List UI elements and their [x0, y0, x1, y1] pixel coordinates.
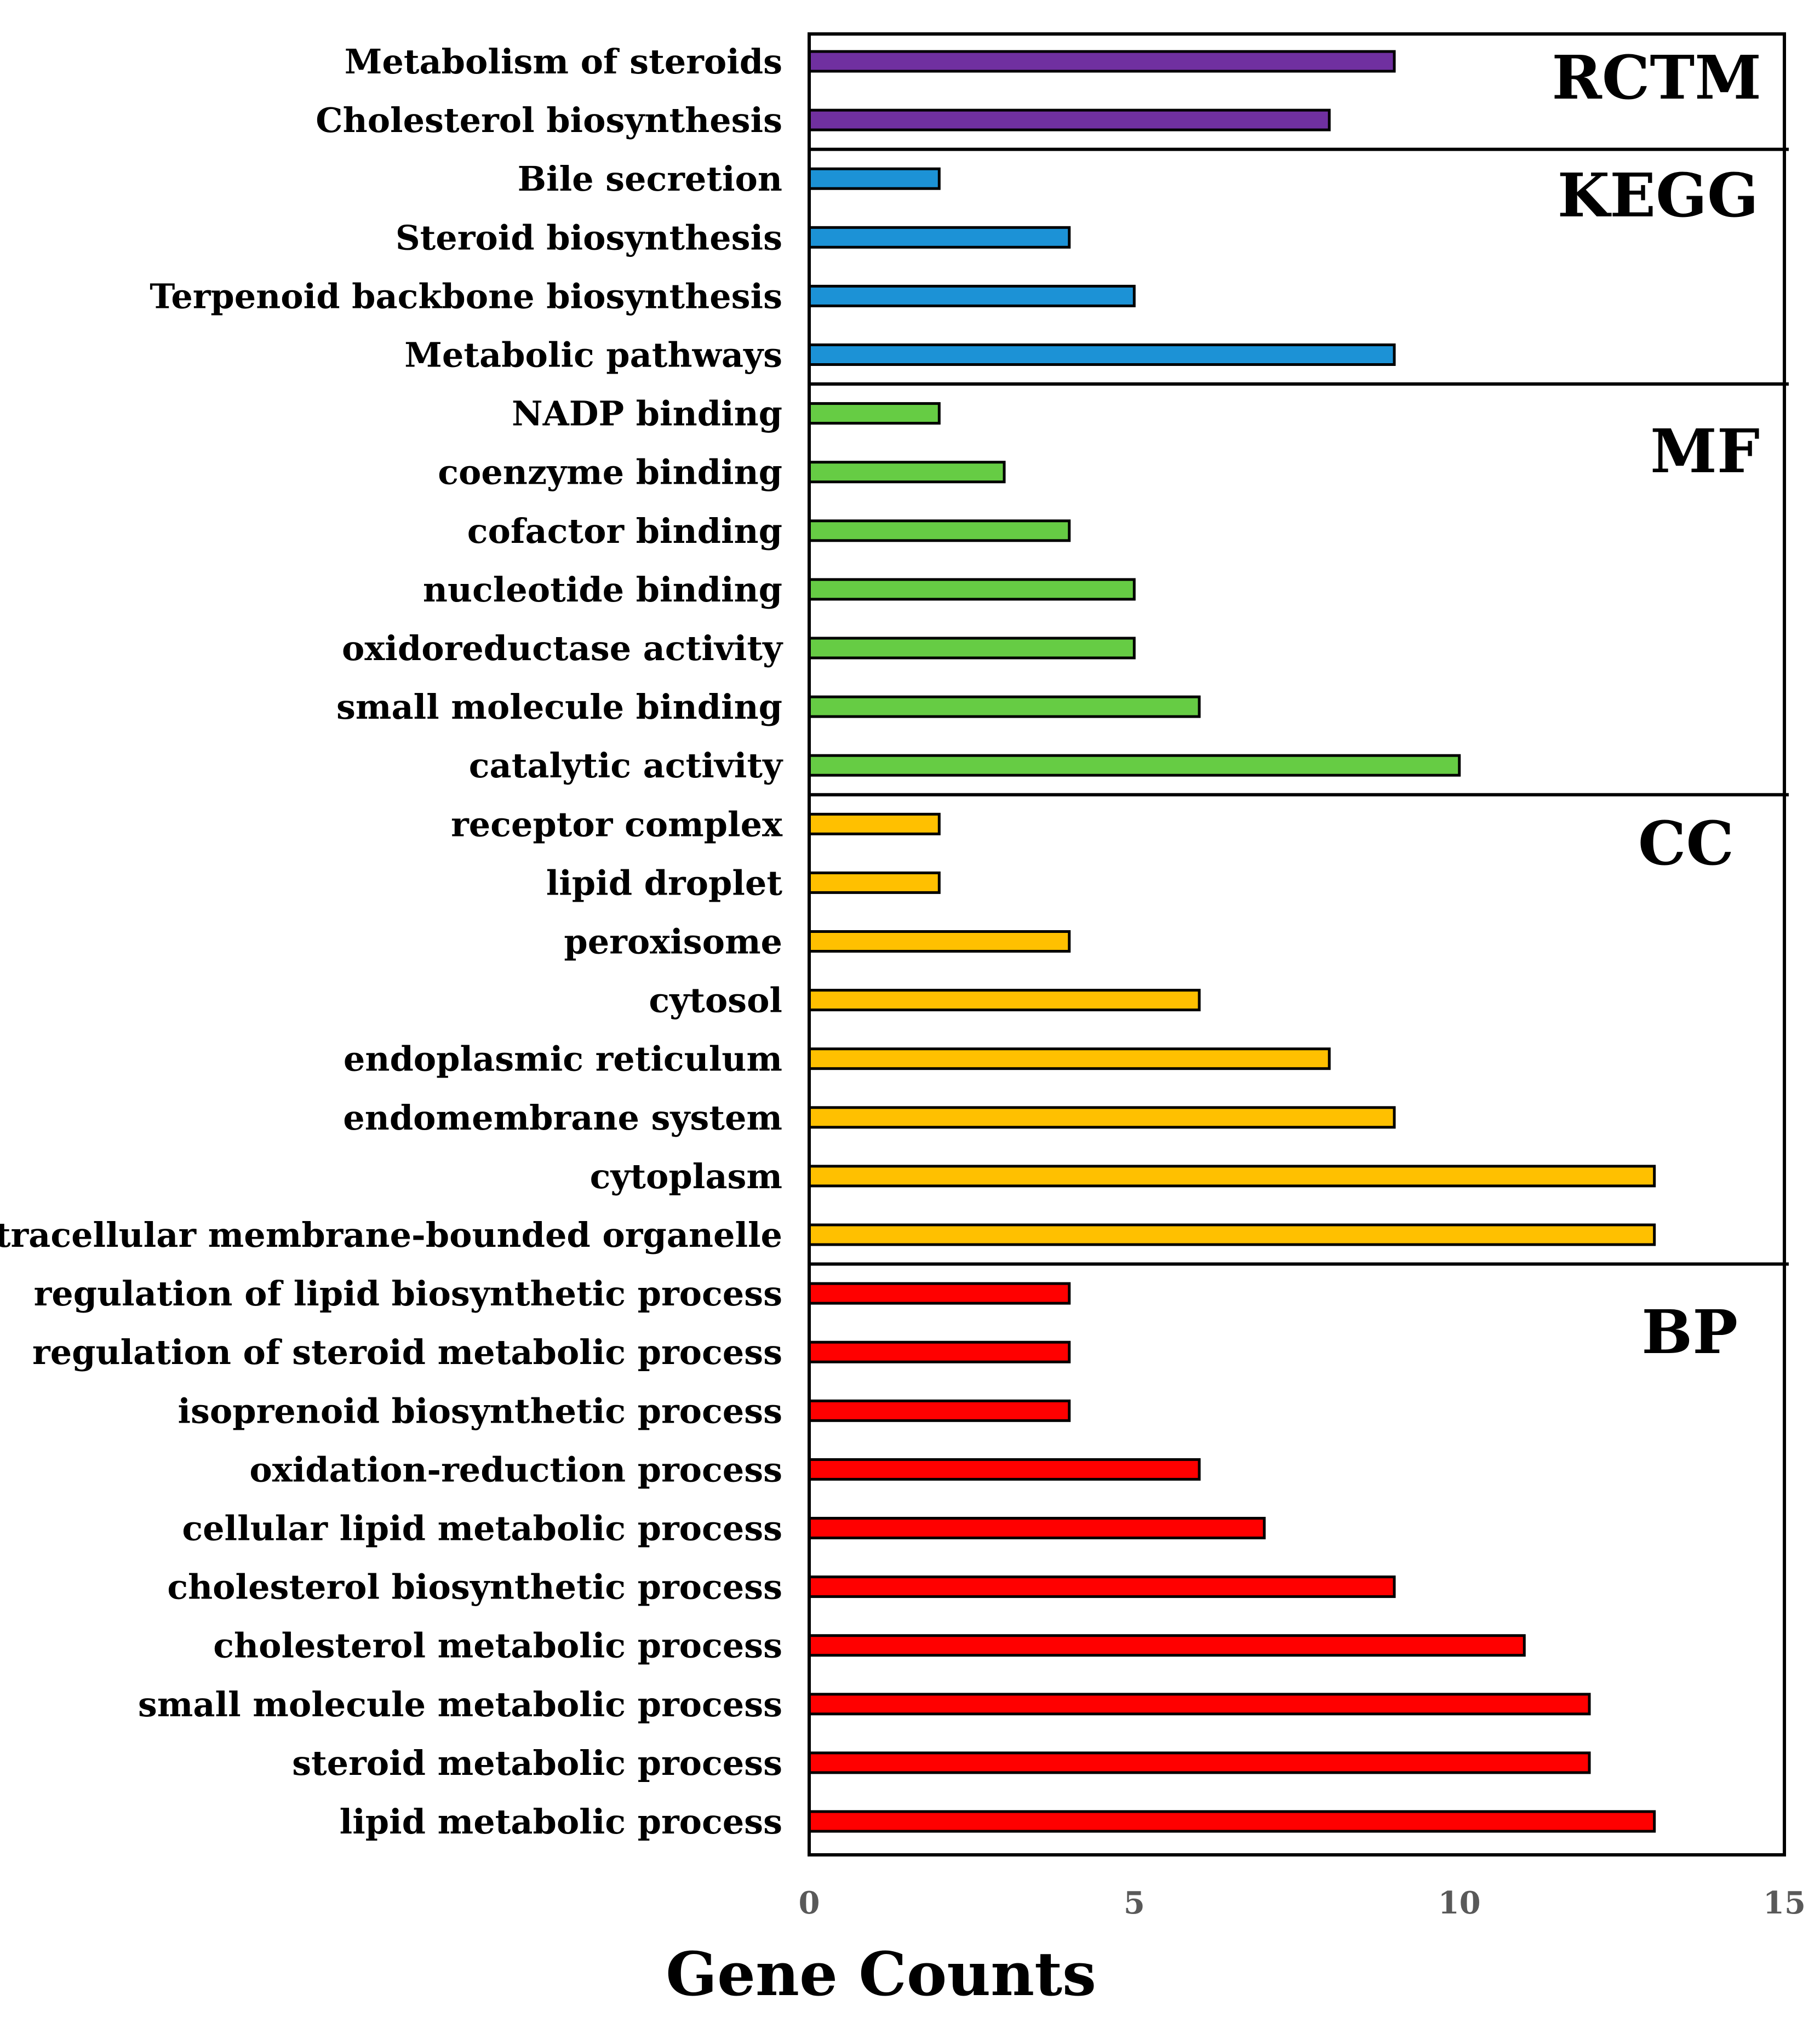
- bar-mf-5: [808, 695, 1201, 718]
- category-label: lipid droplet: [546, 863, 783, 903]
- x-axis-title: Gene Counts: [666, 1939, 1096, 2009]
- bar-mf-1: [808, 461, 1006, 484]
- category-label: coenzyme binding: [438, 452, 782, 492]
- category-label: lipid metabolic process: [340, 1802, 782, 1842]
- group-label-bp: BP: [1641, 1297, 1738, 1367]
- frame-layer: [808, 32, 1789, 1856]
- category-label: regulation of lipid biosynthetic process: [34, 1274, 782, 1314]
- bar-mf-2: [808, 519, 1071, 542]
- bar-bp-3: [808, 1458, 1201, 1481]
- category-label: nucleotide binding: [423, 570, 782, 610]
- category-label: small molecule metabolic process: [138, 1684, 782, 1724]
- group-label-mf: MF: [1650, 416, 1760, 486]
- category-label: Cholesterol biosynthesis: [316, 100, 782, 140]
- bar-bp-1: [808, 1340, 1071, 1363]
- category-label: Steroid biosynthesis: [396, 217, 782, 257]
- bar-mf-0: [808, 402, 941, 425]
- bar-cc-4: [808, 1047, 1331, 1070]
- x-tick-label: 15: [1763, 1885, 1806, 1921]
- bar-cc-2: [808, 930, 1071, 953]
- bar-rctm-0: [808, 50, 1396, 73]
- bar-cc-0: [808, 812, 941, 835]
- category-label: Metabolic pathways: [404, 335, 782, 375]
- bar-bp-0: [808, 1282, 1071, 1305]
- x-tick-label: 0: [799, 1885, 820, 1921]
- category-label: cofactor binding: [467, 511, 782, 551]
- bar-bp-8: [808, 1751, 1591, 1774]
- category-label: steroid metabolic process: [292, 1743, 782, 1783]
- x-tick-label: 5: [1124, 1885, 1145, 1921]
- bar-cc-6: [808, 1165, 1656, 1188]
- category-label: receptor complex: [451, 804, 783, 844]
- bar-kegg-0: [808, 167, 941, 190]
- category-label: Bile secretion: [518, 159, 782, 199]
- category-label: Metabolism of steroids: [345, 42, 782, 82]
- bar-bp-4: [808, 1517, 1266, 1539]
- bar-bp-2: [808, 1399, 1071, 1422]
- group-label-kegg: KEGG: [1558, 160, 1759, 231]
- bar-cc-3: [808, 989, 1201, 1012]
- category-label: isoprenoid biosynthetic process: [178, 1391, 782, 1431]
- bar-bp-7: [808, 1693, 1591, 1716]
- labels-layer: Metabolism of steroids Cholesterol biosyn…: [0, 42, 1761, 1842]
- category-label: oxidation-reduction process: [249, 1449, 782, 1489]
- bar-mf-3: [808, 578, 1136, 601]
- bar-mf-4: [808, 637, 1136, 660]
- category-label: oxidoreductase activity: [342, 628, 783, 668]
- category-label: Terpenoid backbone biosynthesis: [150, 276, 782, 316]
- bar-bp-6: [808, 1634, 1526, 1657]
- bar-kegg-1: [808, 226, 1071, 249]
- category-label: intracellular membrane-bounded organelle: [0, 1215, 782, 1255]
- group-label-cc: CC: [1638, 808, 1734, 879]
- bar-kegg-3: [808, 343, 1396, 366]
- bar-kegg-2: [808, 284, 1136, 307]
- category-label: NADP binding: [512, 394, 782, 434]
- bar-rctm-1: [808, 108, 1331, 131]
- category-label: cytosol: [649, 981, 782, 1021]
- category-label: endomembrane system: [343, 1098, 782, 1138]
- category-label: small molecule binding: [336, 687, 782, 727]
- bar-cc-5: [808, 1106, 1396, 1129]
- category-label: cellular lipid metabolic process: [182, 1509, 782, 1549]
- category-label: cholesterol metabolic process: [213, 1626, 782, 1666]
- plot-frame: [808, 32, 1786, 1856]
- category-label: regulation of steroid metabolic process: [32, 1332, 782, 1372]
- x-tick-label: 10: [1438, 1885, 1481, 1921]
- bar-cc-1: [808, 871, 941, 894]
- bar-bp-9: [808, 1810, 1656, 1833]
- category-label: cholesterol biosynthetic process: [167, 1567, 782, 1607]
- bar-cc-7: [808, 1223, 1656, 1246]
- bar-bp-5: [808, 1575, 1396, 1598]
- axis-layer: 0 5 10 15 Gene Counts: [666, 1885, 1806, 2009]
- category-label: cytoplasm: [590, 1156, 782, 1196]
- bar-mf-6: [808, 754, 1461, 777]
- category-label: endoplasmic reticulum: [344, 1039, 782, 1079]
- group-label-rctm: RCTM: [1552, 42, 1761, 113]
- bars-layer: [808, 50, 1656, 1833]
- category-label: peroxisome: [564, 922, 782, 962]
- category-label: catalytic activity: [469, 746, 783, 786]
